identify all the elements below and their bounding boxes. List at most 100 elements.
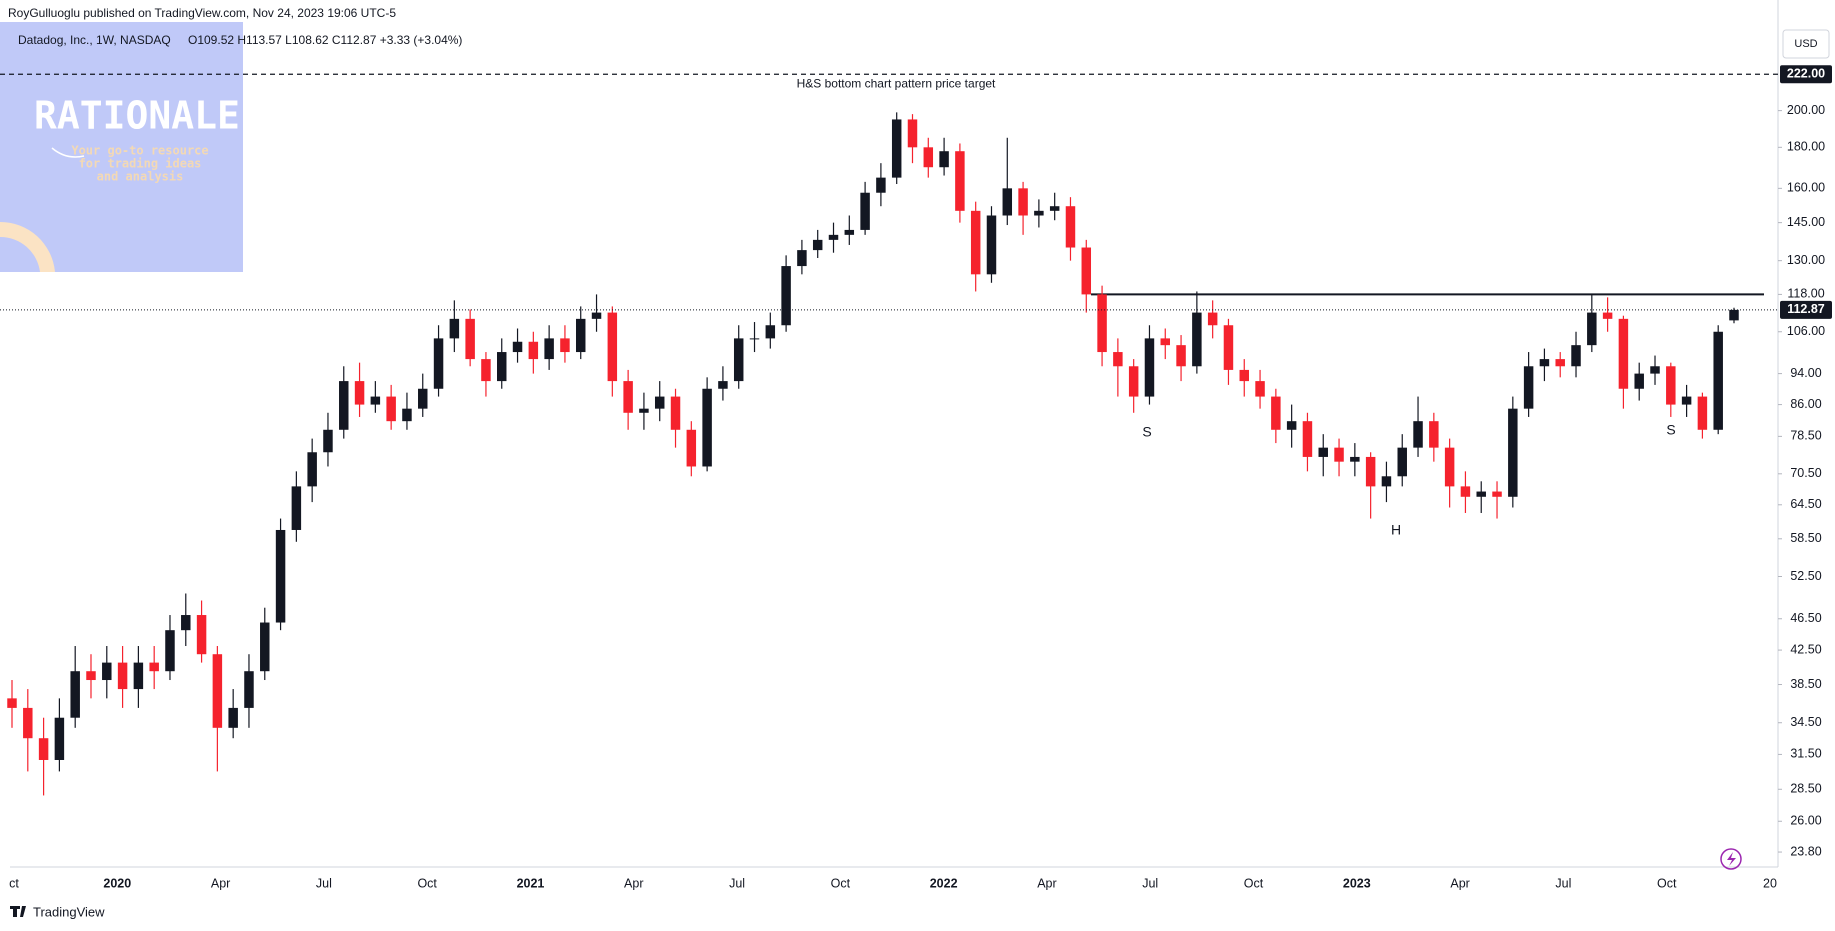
candle-body [181,615,191,631]
candle-body [497,352,507,382]
candle-body [117,662,128,690]
candle-body [1318,447,1328,457]
y-tick-label: 28.50 [1790,782,1821,796]
watermark-swoosh [51,147,85,158]
x-tick-label: 2023 [1343,876,1371,890]
y-tick-label: 180.00 [1787,140,1825,154]
x-tick-label: Oct [831,876,851,890]
pattern-label: S [1666,422,1675,438]
candle-body [165,630,175,672]
candle-body [1239,369,1249,382]
candle-body [1634,373,1644,389]
candle-body [1476,491,1486,497]
currency-button[interactable] [1782,29,1830,59]
candle-body [1018,188,1028,216]
candle-body [70,671,80,718]
candle-body [1176,345,1186,367]
candle-body [1097,294,1107,353]
candle-body [639,408,649,413]
x-tick-label: Apr [624,876,643,890]
candle-body [607,312,618,382]
candle-body [1429,421,1439,448]
candle-body [1350,456,1360,462]
candle-body [860,192,870,230]
candle-body [54,717,65,760]
x-tick-label: 20 [1763,876,1777,890]
tv-logo [10,906,26,917]
candle-body [1508,408,1518,497]
x-tick-label: ct [9,876,19,890]
candle-body [718,381,728,389]
candle-body [1460,486,1471,497]
candle-body [102,662,112,681]
x-tick-label: Oct [1657,876,1677,890]
y-tick-label: 23.80 [1790,844,1821,858]
candle-body [670,396,681,430]
candle-body [1681,396,1692,405]
candle-body [1555,359,1565,367]
candle-body [1081,247,1092,295]
candle-body [1571,345,1581,367]
candle-body [291,486,302,530]
x-tick-label: Jul [1555,876,1571,890]
candle-body [1713,331,1723,430]
alert-icon[interactable] [1720,848,1742,870]
candle-body [1271,396,1281,430]
candle-body [339,381,349,430]
candle-body [1618,318,1629,389]
target-price-label: 222.00 [1787,67,1825,81]
y-tick-label: 94.00 [1790,366,1821,380]
candle-body [449,318,460,339]
candle-body [812,239,823,251]
candle-body [1650,366,1660,374]
candle-body [1144,338,1155,397]
pattern-label: H [1391,522,1401,538]
watermark-box [0,22,243,272]
currency-label: USD [1794,38,1817,50]
candle-body [307,452,317,487]
candle-body [1523,366,1534,409]
candle-body [560,338,570,353]
x-tick-label: Oct [417,876,437,890]
watermark-tagline: Your go-to resource [71,144,208,158]
candle-body [1302,421,1313,457]
candle-body [244,671,254,708]
ohlc-legend: O109.52 H113.57 L108.62 C112.87 +3.33 (+… [188,33,462,47]
candle-body [1413,421,1423,448]
last-price-label: 112.87 [1787,302,1825,316]
candle-body [354,381,365,405]
y-tick-label: 46.50 [1790,611,1821,625]
y-tick-label: 145.00 [1787,215,1825,229]
candle-body [939,151,949,168]
candle-body [528,341,539,360]
candle-body [1492,491,1502,497]
candle-body [86,671,96,681]
candle-body [1365,456,1376,487]
x-tick-label: 2020 [103,876,131,890]
candle-body [1397,447,1407,477]
candle-body [844,229,855,235]
candle-body [544,338,554,360]
candle-body [323,429,333,453]
watermark-tagline: for trading ideas [79,157,202,171]
x-tick-label: 2021 [517,876,545,890]
candle-body [1192,312,1202,367]
candle-body [733,338,744,382]
y-tick-label: 130.00 [1787,253,1825,267]
candle-body [1223,325,1234,370]
candle-body [876,177,886,193]
candle-body [1065,206,1076,248]
candle-body [1602,312,1613,319]
x-tick-label: Apr [211,876,230,890]
y-tick-label: 64.50 [1790,497,1821,511]
candle-body [7,698,17,708]
candle-body [955,151,965,211]
last-price-box [1780,300,1832,319]
y-tick-label: 86.00 [1790,397,1821,411]
y-tick-label: 38.50 [1790,677,1821,691]
candle-body [623,381,633,413]
watermark-arc [0,221,55,272]
candle-body [418,388,428,409]
candle-body [1049,206,1060,211]
